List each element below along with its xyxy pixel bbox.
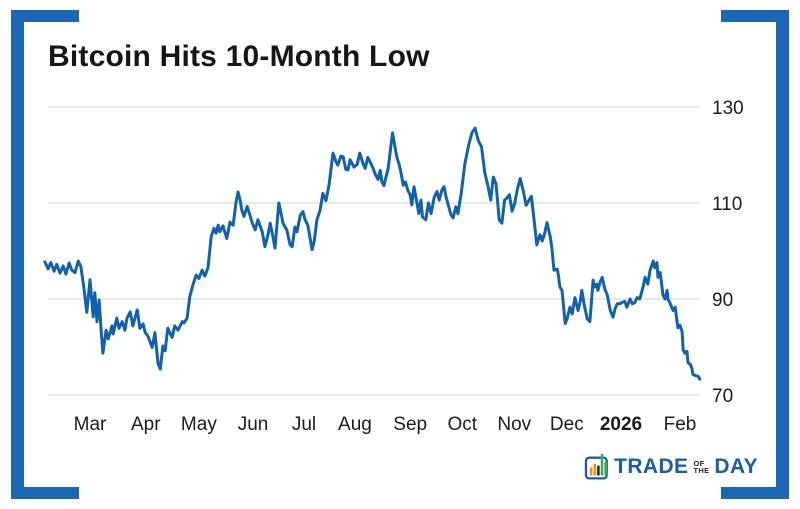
x-tick-label: Dec	[550, 414, 584, 435]
brand-word-day: DAY	[714, 454, 758, 478]
x-tick-label: Jun	[238, 414, 269, 435]
x-tick-label: Mar	[74, 414, 107, 435]
x-tick-label: Nov	[497, 414, 531, 435]
x-tick-label: 2026	[600, 414, 642, 435]
x-tick-label: May	[181, 414, 217, 435]
brand-logo: TRADE OF THE DAY	[584, 453, 758, 480]
x-tick-label: Jul	[292, 414, 316, 435]
brand-word-trade: TRADE	[614, 454, 689, 478]
x-tick-label: Oct	[447, 414, 477, 435]
brand-word-of: OF	[693, 458, 705, 468]
y-tick-label: 130	[712, 98, 744, 119]
candlestick-chart-icon	[584, 453, 608, 480]
price-line	[43, 126, 702, 381]
x-tick-label: Feb	[664, 414, 697, 435]
x-tick-label: Sep	[393, 414, 427, 435]
x-tick-label: Aug	[338, 414, 372, 435]
y-tick-label: 70	[712, 386, 733, 407]
brand-word-of-the: OF THE	[693, 459, 709, 475]
brand-word-the: THE	[693, 466, 710, 475]
frame-bracket-left-icon	[11, 10, 79, 499]
x-tick-label: Apr	[131, 414, 161, 435]
y-tick-label: 110	[712, 194, 742, 215]
chart-title: Bitcoin Hits 10-Month Low	[48, 40, 430, 73]
frame-bracket-right-icon	[721, 10, 789, 499]
y-tick-label: 90	[712, 290, 733, 311]
